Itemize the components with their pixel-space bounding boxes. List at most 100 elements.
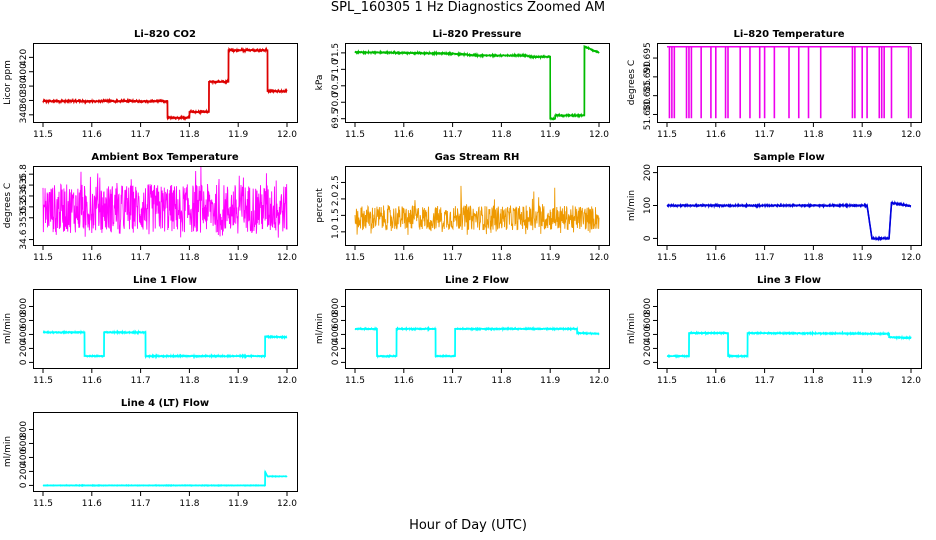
y-tick-label: 400 [331, 326, 341, 343]
x-tick-label: 11.6 [82, 499, 102, 509]
x-tick-label: 11.5 [33, 130, 53, 140]
panel-6: Sample Flow ml/min 11.5 11.6 11.7 11.8 11.9 12.… [627, 152, 922, 263]
y-tick-label: 2.5 [331, 175, 341, 189]
y-axis-label: ml/min [627, 190, 637, 221]
x-tick-label: 11.6 [394, 253, 414, 263]
series-steps-1 [43, 49, 287, 119]
plot-area [354, 325, 600, 359]
y-tick-label: 35.0 [19, 207, 29, 227]
panel-title: Sample Flow [753, 152, 825, 163]
y-tick-label: 200 [19, 463, 29, 480]
panel-1: Li–820 CO2 Licor ppm 11.5 11.6 11.7 11.8 11.9 1… [3, 29, 298, 140]
x-tick-label: 11.6 [82, 253, 102, 263]
x-tick-label: 11.7 [755, 130, 775, 140]
y-tick-label: 35.2 [19, 197, 29, 217]
panel-title: Line 1 Flow [133, 275, 197, 286]
series-steps-1 [43, 471, 287, 487]
x-tick-label: 11.7 [131, 376, 151, 386]
y-tick-label: 380 [19, 77, 29, 94]
x-tick-label: 11.6 [394, 376, 414, 386]
x-tick-label: 11.5 [657, 253, 677, 263]
x-tick-label: 11.9 [852, 130, 872, 140]
y-tick-label: 71.0 [331, 59, 341, 79]
series-band [42, 166, 288, 238]
panel-title: Li–820 Temperature [733, 29, 844, 40]
panel-5: Gas Stream RH percent 11.5 11.6 11.7 11.8 11.9… [315, 152, 610, 263]
panel-4: Ambient Box Temperature degrees C 11.5 11.6… [3, 152, 298, 263]
y-tick-label: 600 [19, 435, 29, 452]
y-tick-label: 1.0 [331, 224, 341, 239]
x-tick-label: 11.5 [657, 130, 677, 140]
series-line-1 [42, 46, 288, 122]
x-tick-label: 11.8 [491, 253, 511, 263]
series-band [354, 185, 600, 235]
plot-area [666, 330, 912, 359]
series-line-1 [666, 200, 912, 242]
figure-title: SPL_160305 1 Hz Diagnostics Zoomed AM [330, 0, 606, 15]
plot-area [42, 329, 288, 360]
x-tick-label: 11.6 [82, 376, 102, 386]
x-tick-label: 11.5 [345, 253, 365, 263]
y-tick-label: 200 [331, 340, 341, 357]
plot-frame [33, 412, 298, 492]
x-tick-label: 12.0 [277, 130, 297, 140]
series-steps-1 [43, 331, 288, 357]
y-tick-label: 51.685 [643, 80, 653, 112]
plot-frame [345, 43, 610, 123]
x-tick-label: 12.0 [277, 376, 297, 386]
series-line-1 [354, 45, 600, 121]
y-tick-label: 200 [643, 164, 653, 181]
x-tick-label: 11.8 [803, 253, 823, 263]
plot-frame [657, 43, 922, 123]
plot-frame [33, 166, 298, 246]
x-tick-label: 11.9 [540, 130, 560, 140]
x-tick-label: 11.9 [852, 253, 872, 263]
x-tick-label: 11.6 [706, 253, 726, 263]
x-tick-label: 12.0 [901, 376, 921, 386]
x-tick-label: 11.5 [33, 376, 53, 386]
panel-title: Ambient Box Temperature [91, 152, 238, 163]
y-tick-label: 0 [643, 359, 653, 365]
x-tick-label: 12.0 [589, 130, 609, 140]
y-tick-label: 34.6 [19, 229, 29, 249]
x-tick-label: 12.0 [901, 253, 921, 263]
x-tick-label: 11.6 [394, 130, 414, 140]
x-tick-label: 11.5 [345, 376, 365, 386]
panel-7: Line 1 Flow ml/min 11.5 11.6 11.7 11.8 11.9 12.… [3, 275, 298, 386]
y-tick-label: 0 [19, 359, 29, 365]
x-tick-label: 11.7 [443, 253, 463, 263]
x-tick-label: 11.9 [540, 253, 560, 263]
x-tick-label: 11.7 [755, 253, 775, 263]
x-tick-label: 11.9 [228, 130, 248, 140]
panel-9: Line 3 Flow ml/min 11.5 11.6 11.7 11.8 11.9 12.… [627, 275, 922, 386]
y-tick-label: 420 [19, 49, 29, 66]
x-tick-label: 12.0 [589, 253, 609, 263]
panel-title: Line 4 (LT) Flow [121, 398, 209, 409]
x-tick-label: 11.8 [179, 130, 199, 140]
y-tick-label: 400 [19, 449, 29, 466]
y-tick-label: 600 [19, 312, 29, 329]
y-tick-label: 600 [331, 312, 341, 329]
series-spikes [667, 45, 912, 119]
x-tick-label: 11.5 [33, 499, 53, 509]
y-tick-label: 100 [643, 197, 653, 214]
x-tick-label: 12.0 [277, 253, 297, 263]
series-steps-1 [354, 45, 600, 120]
x-tick-label: 11.6 [706, 130, 726, 140]
panel-title: Li–820 Pressure [433, 29, 522, 40]
x-tick-label: 11.8 [179, 253, 199, 263]
y-axis-label: degrees C [3, 183, 13, 228]
y-tick-label: 800 [331, 298, 341, 315]
y-tick-label: 0 [643, 235, 653, 241]
panel-10: Line 4 (LT) Flow ml/min 11.5 11.6 11.7 11.8 11… [3, 398, 298, 509]
y-tick-label: 400 [19, 63, 29, 80]
plot-area [42, 469, 288, 488]
x-tick-label: 11.9 [852, 376, 872, 386]
y-axis-label: Licor ppm [3, 60, 13, 105]
x-tick-label: 11.7 [443, 376, 463, 386]
x-tick-label: 12.0 [901, 130, 921, 140]
y-tick-label: 51.690 [643, 61, 653, 93]
series-line-1 [42, 469, 288, 488]
x-tick-label: 11.7 [443, 130, 463, 140]
y-axis-label: degrees C [627, 60, 637, 105]
